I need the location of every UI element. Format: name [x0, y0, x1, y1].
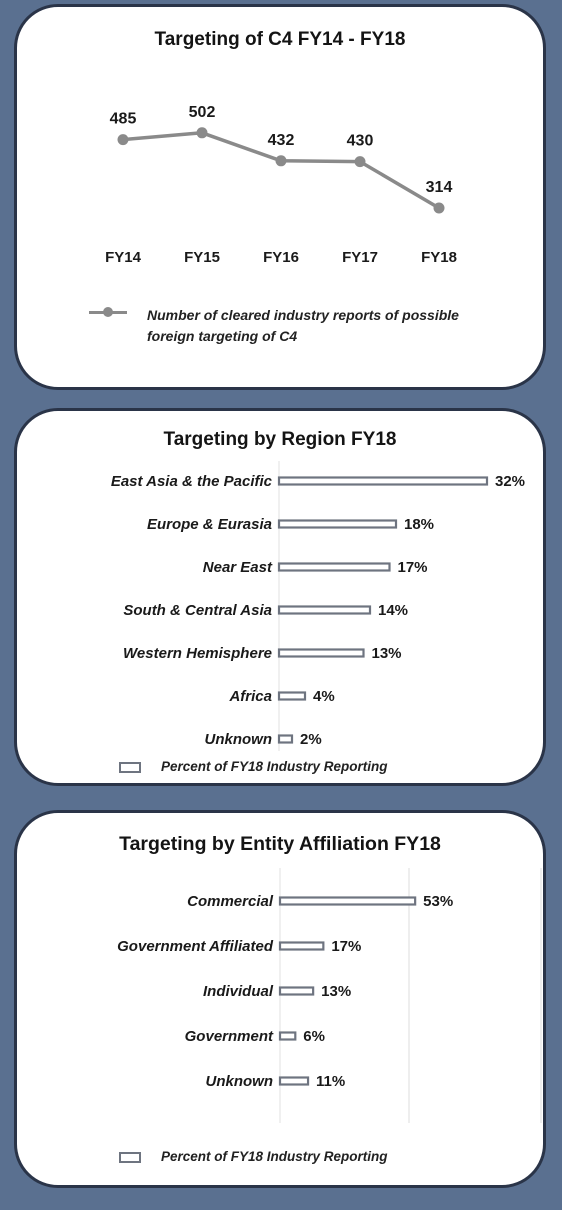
line-x-tick-label: FY14	[105, 249, 142, 266]
line-legend-text: Number of cleared industry reports of po…	[147, 305, 459, 347]
line-point	[196, 127, 208, 139]
entity-legend-swatch	[119, 1152, 141, 1163]
line-data-label: 430	[347, 133, 374, 150]
line-chart: 485 FY14 502 FY15 432 FY16 430 FY17 314 FY18	[105, 104, 457, 266]
bar-category-label: Near East	[203, 559, 273, 576]
bar-value-label: 2%	[300, 731, 322, 748]
region-bar-chart: East Asia & the Pacific 32% Europe & Euras…	[111, 461, 525, 751]
line-data-label: 314	[426, 179, 453, 196]
entity-chart-legend: Percent of FY18 Industry Reporting	[119, 1149, 388, 1164]
line-x-tick-label: FY16	[263, 249, 299, 266]
bar-category-label: South & Central Asia	[123, 602, 272, 619]
region-chart-legend: Percent of FY18 Industry Reporting	[119, 759, 388, 774]
bar-category-label: Individual	[203, 983, 274, 1000]
entity-chart-panel: Targeting by Entity Affiliation FY18 Com…	[14, 810, 546, 1188]
bar-category-label: Western Hemisphere	[123, 645, 272, 662]
line-legend-text-line1: Number of cleared industry reports of po…	[147, 307, 459, 323]
region-chart-panel: Targeting by Region FY18 East Asia & the…	[14, 408, 546, 786]
bar-value-label: 17%	[331, 938, 361, 955]
bar	[277, 691, 307, 701]
bar-value-label: 53%	[423, 893, 453, 910]
bar-category-label: East Asia & the Pacific	[111, 473, 273, 490]
line-point	[354, 156, 366, 168]
bar-value-label: 11%	[316, 1073, 345, 1090]
region-legend-text: Percent of FY18 Industry Reporting	[161, 759, 388, 774]
bar	[277, 476, 489, 486]
bar	[278, 986, 315, 996]
line-data-label: 432	[268, 132, 295, 149]
bar-category-label: Europe & Eurasia	[147, 516, 272, 533]
bar-value-label: 18%	[404, 516, 434, 533]
bar	[278, 941, 325, 951]
line-data-label: 502	[189, 104, 216, 121]
line-data-label: 485	[110, 111, 137, 128]
bar-value-label: 13%	[372, 645, 402, 662]
bar	[278, 1031, 297, 1041]
bar-value-label: 4%	[313, 688, 335, 705]
line-point	[117, 134, 129, 146]
line-chart-panel: Targeting of C4 FY14 - FY18 485 FY14 502 FY…	[14, 4, 546, 390]
line-x-tick-label: FY17	[342, 249, 378, 266]
bar-category-label: Government Affiliated	[117, 938, 274, 955]
bar	[277, 648, 365, 658]
line-legend-text-line2: foreign targeting of C4	[147, 328, 298, 344]
bar-value-label: 13%	[321, 983, 351, 1000]
entity-bar-chart: Commercial 53% Government Affiliated 17% Ind…	[117, 868, 542, 1123]
bar-category-label: Africa	[228, 688, 272, 705]
line-chart-title: Targeting of C4 FY14 - FY18	[154, 29, 406, 50]
bar-value-label: 32%	[495, 473, 525, 490]
bar-value-label: 14%	[378, 602, 408, 619]
bar	[277, 734, 294, 744]
line-x-tick-label: FY18	[421, 249, 457, 266]
bar	[277, 562, 391, 572]
bar	[278, 1076, 310, 1086]
line-point	[275, 155, 287, 167]
region-chart-title: Targeting by Region FY18	[163, 429, 397, 450]
bar-value-label: 17%	[398, 559, 428, 576]
entity-legend-text: Percent of FY18 Industry Reporting	[161, 1149, 388, 1164]
bar	[277, 519, 398, 529]
entity-chart-title: Targeting by Entity Affiliation FY18	[119, 833, 441, 855]
line-chart-legend: Number of cleared industry reports of po…	[89, 305, 459, 347]
bar	[277, 605, 372, 615]
bar-category-label: Government	[185, 1028, 274, 1045]
line-legend-swatch	[89, 305, 127, 319]
bar-category-label: Unknown	[206, 1073, 274, 1090]
bar	[278, 896, 417, 906]
line-point	[433, 202, 445, 214]
bar-category-label: Unknown	[205, 731, 273, 748]
region-legend-swatch	[119, 762, 141, 773]
bar-value-label: 6%	[303, 1028, 325, 1045]
line-x-tick-label: FY15	[184, 249, 220, 266]
bar-category-label: Commercial	[187, 893, 274, 910]
